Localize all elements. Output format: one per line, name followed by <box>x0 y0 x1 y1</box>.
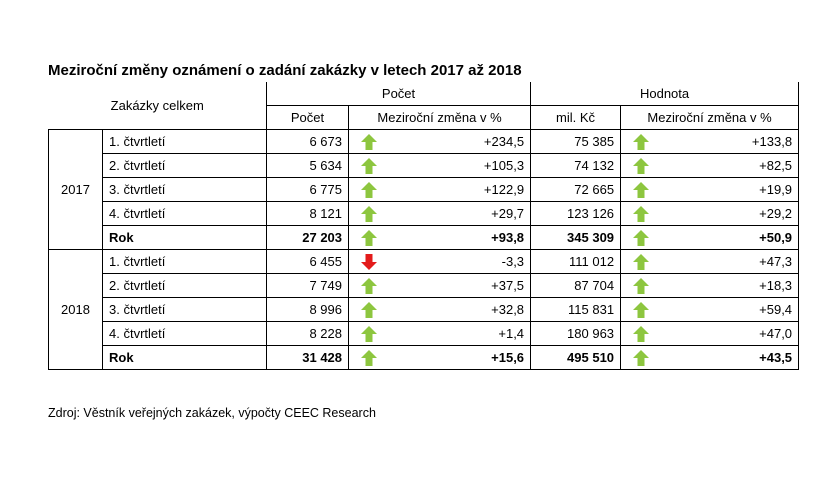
pocet-value: 6 455 <box>266 249 350 274</box>
pocet-zmena-value: +32,8 <box>388 297 532 322</box>
pocet-zmena-value: +93,8 <box>388 225 532 250</box>
arrow-up-icon <box>632 301 650 319</box>
header-pocet-group: Počet <box>266 82 532 106</box>
pocet-zmena-value: +234,5 <box>388 129 532 154</box>
table-row: 2017 1. čtvrtletí 6 673 +234,5 75 385 +133,8 <box>48 129 800 250</box>
hodnota-zmena-value: +47,0 <box>660 321 800 346</box>
hodnota-value: 75 385 <box>530 129 622 154</box>
row-label: 2. čtvrtletí <box>101 273 268 298</box>
hodnota-zmena-value: +59,4 <box>660 297 800 322</box>
hodnota-value: 123 126 <box>530 201 622 226</box>
pocet-value: 5 634 <box>266 153 350 178</box>
pocet-value: 8 996 <box>266 297 350 322</box>
header-zakazky: Zakázky celkem <box>110 98 204 113</box>
hodnota-value: 74 132 <box>530 153 622 178</box>
arrow-up-icon <box>360 181 378 199</box>
pocet-zmena-value: +37,5 <box>388 273 532 298</box>
hodnota-zmena-value: +18,3 <box>660 273 800 298</box>
pocet-value: 27 203 <box>266 225 350 250</box>
source-note: Zdroj: Věstník veřejných zakázek, výpočt… <box>48 406 376 420</box>
hodnota-zmena-value: +47,3 <box>660 249 800 274</box>
arrow-up-icon <box>360 277 378 295</box>
row-label: Rok <box>101 345 268 370</box>
hodnota-zmena-value: +43,5 <box>660 345 800 370</box>
pocet-value: 7 749 <box>266 273 350 298</box>
table-row: 3. čtvrtletí 8 996 +32,8 115 831 +59,4 <box>49 297 800 322</box>
table-row-total: Rok 31 428 +15,6 495 510 +43,5 <box>49 345 800 370</box>
arrow-up-icon <box>360 349 378 367</box>
arrow-up-icon <box>632 181 650 199</box>
hodnota-zmena-value: +29,2 <box>660 201 800 226</box>
hodnota-value: 495 510 <box>530 345 622 370</box>
arrow-up-icon <box>632 325 650 343</box>
pocet-value: 8 228 <box>266 321 350 346</box>
pocet-value: 8 121 <box>266 201 350 226</box>
row-label: 3. čtvrtletí <box>101 177 268 202</box>
row-label: 4. čtvrtletí <box>101 321 268 346</box>
pocet-zmena-value: -3,3 <box>388 249 532 274</box>
header-zmena-pocet: Meziroční změna v % <box>348 105 532 130</box>
table-row-total: Rok 27 203 +93,8 345 309 +50,9 <box>49 225 800 250</box>
hodnota-value: 72 665 <box>530 177 622 202</box>
pocet-zmena-value: +105,3 <box>388 153 532 178</box>
arrow-up-icon <box>360 133 378 151</box>
year-cell: 2018 <box>48 249 103 370</box>
table-title: Meziroční změny oznámení o zadání zakázk… <box>48 62 522 79</box>
hodnota-value: 180 963 <box>530 321 622 346</box>
table-row: 2018 1. čtvrtletí 6 455 -3,3 111 012 +47,3 <box>48 249 800 370</box>
row-label: Rok <box>101 225 268 250</box>
pocet-zmena-value: +15,6 <box>388 345 532 370</box>
year-cell: 2017 <box>48 129 103 250</box>
pocet-value: 6 673 <box>266 129 350 154</box>
arrow-up-icon <box>632 349 650 367</box>
header-mil-kc: mil. Kč <box>530 105 622 130</box>
hodnota-zmena-value: +19,9 <box>660 177 800 202</box>
hodnota-value: 111 012 <box>530 249 622 274</box>
arrow-up-icon <box>360 229 378 247</box>
pocet-zmena-value: +29,7 <box>388 201 532 226</box>
table-row: 2. čtvrtletí 5 634 +105,3 74 132 +82,5 <box>49 153 800 178</box>
arrow-up-icon <box>632 133 650 151</box>
hodnota-value: 345 309 <box>530 225 622 250</box>
orders-table: Zakázky celkem Počet Hodnota Počet Mezir… <box>48 82 800 370</box>
pocet-zmena-value: +1,4 <box>388 321 532 346</box>
arrow-up-icon <box>360 325 378 343</box>
row-label: 2. čtvrtletí <box>101 153 268 178</box>
arrow-up-icon <box>360 205 378 223</box>
row-label: 1. čtvrtletí <box>101 129 268 154</box>
arrow-up-icon <box>632 205 650 223</box>
arrow-up-icon <box>632 277 650 295</box>
table-row: 4. čtvrtletí 8 121 +29,7 123 126 +29,2 <box>49 201 800 226</box>
hodnota-zmena-value: +133,8 <box>660 129 800 154</box>
row-label: 4. čtvrtletí <box>101 201 268 226</box>
header-pocet: Počet <box>266 105 350 130</box>
hodnota-value: 115 831 <box>530 297 622 322</box>
table-row: 4. čtvrtletí 8 228 +1,4 180 963 +47,0 <box>49 321 800 346</box>
arrow-up-icon <box>360 157 378 175</box>
header-zmena-hodnota: Meziroční změna v % <box>620 105 800 130</box>
pocet-value: 6 775 <box>266 177 350 202</box>
row-label: 1. čtvrtletí <box>101 249 268 274</box>
hodnota-zmena-value: +50,9 <box>660 225 800 250</box>
arrow-up-icon <box>632 229 650 247</box>
row-label: 3. čtvrtletí <box>101 297 268 322</box>
hodnota-zmena-value: +82,5 <box>660 153 800 178</box>
arrow-down-icon <box>360 253 378 271</box>
pocet-value: 31 428 <box>266 345 350 370</box>
arrow-up-icon <box>360 301 378 319</box>
header-hodnota-group: Hodnota <box>530 82 800 106</box>
arrow-up-icon <box>632 253 650 271</box>
hodnota-value: 87 704 <box>530 273 622 298</box>
table-row: 3. čtvrtletí 6 775 +122,9 72 665 +19,9 <box>49 177 800 202</box>
table-row: 2. čtvrtletí 7 749 +37,5 87 704 +18,3 <box>49 273 800 298</box>
arrow-up-icon <box>632 157 650 175</box>
pocet-zmena-value: +122,9 <box>388 177 532 202</box>
